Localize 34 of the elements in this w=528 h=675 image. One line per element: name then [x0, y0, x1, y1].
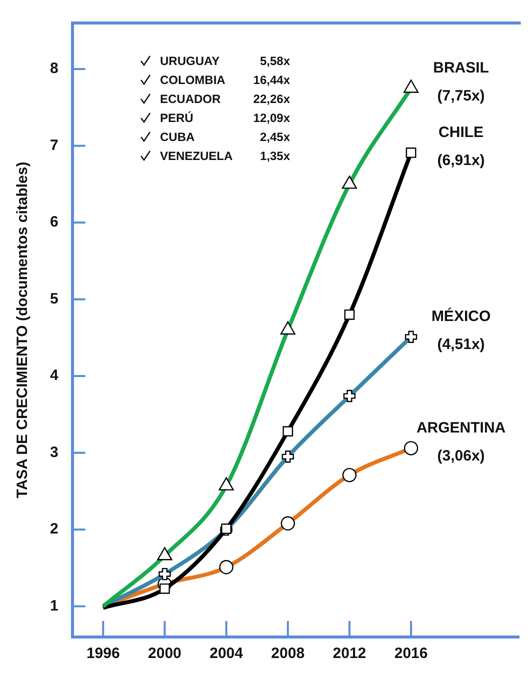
x-tick-label: 2016 — [394, 645, 428, 662]
y-tick-label: 2 — [50, 520, 58, 538]
series-label: BRASIL — [433, 59, 489, 76]
y-tick-label: 6 — [50, 214, 58, 231]
x-tick-label: 2004 — [210, 645, 244, 662]
y-axis-title: TASA DE CRECIMIENTO (documentos citables) — [14, 162, 32, 498]
text: COLOMBIA 16,44x — [160, 72, 290, 86]
y-tick-label: 8 — [50, 60, 58, 78]
x-tick-label: 2012 — [332, 645, 366, 662]
y-tick-label: 5 — [50, 290, 58, 308]
text: VENEZUELA 1,35x — [160, 148, 290, 162]
text: ECUADOR 22,26x — [160, 92, 290, 106]
text: CUBA 2,45x — [160, 130, 290, 144]
y-tick-label: 4 — [50, 367, 59, 384]
x-tick-label: 1996 — [86, 645, 120, 662]
series-label: CHILE — [438, 124, 484, 141]
y-tick-label: 1 — [50, 597, 58, 614]
data-label: (3,06x) — [437, 447, 485, 464]
point — [221, 524, 232, 534]
x-tick-label: 2000 — [148, 645, 182, 662]
x-tick-label: 2008 — [271, 645, 305, 662]
data-label: (6,91x) — [437, 152, 485, 169]
point — [282, 426, 294, 437]
point — [160, 583, 170, 594]
data-label: (4,51x) — [437, 336, 485, 354]
point — [344, 309, 355, 320]
y-tick-label: 7 — [50, 136, 58, 154]
series-label: MÉXICO — [431, 307, 491, 326]
data-label: (7,75x) — [437, 87, 485, 104]
series-label: ARGENTINA — [416, 419, 506, 436]
point — [406, 148, 416, 158]
text: PERÚ 12,09x — [160, 110, 290, 124]
y-tick-label: 3 — [50, 444, 58, 461]
text: URUGUAY 5,58x — [160, 54, 290, 68]
